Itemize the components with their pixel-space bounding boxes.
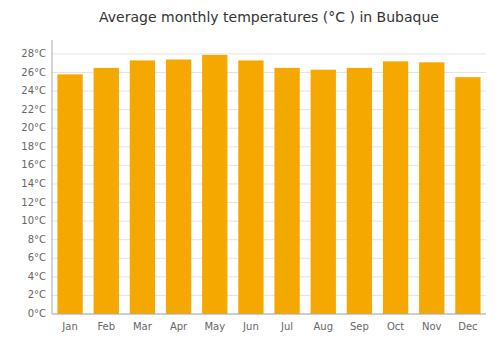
bar: [57, 74, 82, 314]
grid: [52, 54, 486, 314]
x-axis-line: [52, 314, 486, 315]
chart: 0°C 2°C 4°C 6°C 8°C 10°C 12°C 14°C 16°C 18°C 20°C 2…: [0, 0, 500, 350]
bars: [57, 55, 480, 314]
x-tick-label: Feb: [97, 321, 115, 332]
y-tick-label: 22°C: [21, 104, 46, 115]
y-tick-label: 12°C: [21, 197, 46, 208]
y-tick-label: 20°C: [21, 122, 46, 133]
bar: [94, 68, 119, 314]
x-tick-label: Jun: [242, 321, 259, 332]
x-tick-label: Oct: [387, 321, 404, 332]
y-axis-line: [52, 40, 53, 314]
grid-line: [52, 314, 486, 315]
x-tick-label: Jul: [280, 321, 293, 332]
y-tick-label: 24°C: [21, 85, 46, 96]
x-tick-label: May: [204, 321, 225, 332]
bar: [130, 60, 155, 314]
y-tick-label: 14°C: [21, 178, 46, 189]
y-tick-label: 10°C: [21, 215, 46, 226]
x-tick-label: Apr: [170, 321, 188, 332]
x-tick-label: Jan: [61, 321, 77, 332]
x-tick-label: Aug: [313, 321, 333, 332]
grid-line: [52, 53, 486, 54]
x-tick-label: Mar: [133, 321, 153, 332]
bar: [166, 60, 191, 314]
y-tick-label: 6°C: [28, 252, 46, 263]
y-tick-label: 26°C: [21, 67, 46, 78]
bar: [455, 77, 480, 314]
x-tick-label: Sep: [350, 321, 369, 332]
y-tick-label: 8°C: [28, 234, 46, 245]
y-tick-label: 28°C: [21, 48, 46, 59]
bar: [274, 68, 299, 314]
y-tick-label: 4°C: [28, 271, 46, 282]
bar: [238, 60, 263, 314]
title: Average monthly temperatures (°C ) in Bu…: [99, 9, 439, 25]
bar: [347, 68, 372, 314]
x-tick-label: Dec: [458, 321, 477, 332]
y-tick-label: 2°C: [28, 289, 46, 300]
bar: [311, 70, 336, 314]
bar: [202, 55, 227, 314]
y-tick-label: 0°C: [28, 308, 46, 319]
y-tick-label: 16°C: [21, 159, 46, 170]
y-tick-label: 18°C: [21, 141, 46, 152]
bar: [419, 62, 444, 314]
x-tick-label: Nov: [422, 321, 442, 332]
bar: [383, 61, 408, 314]
